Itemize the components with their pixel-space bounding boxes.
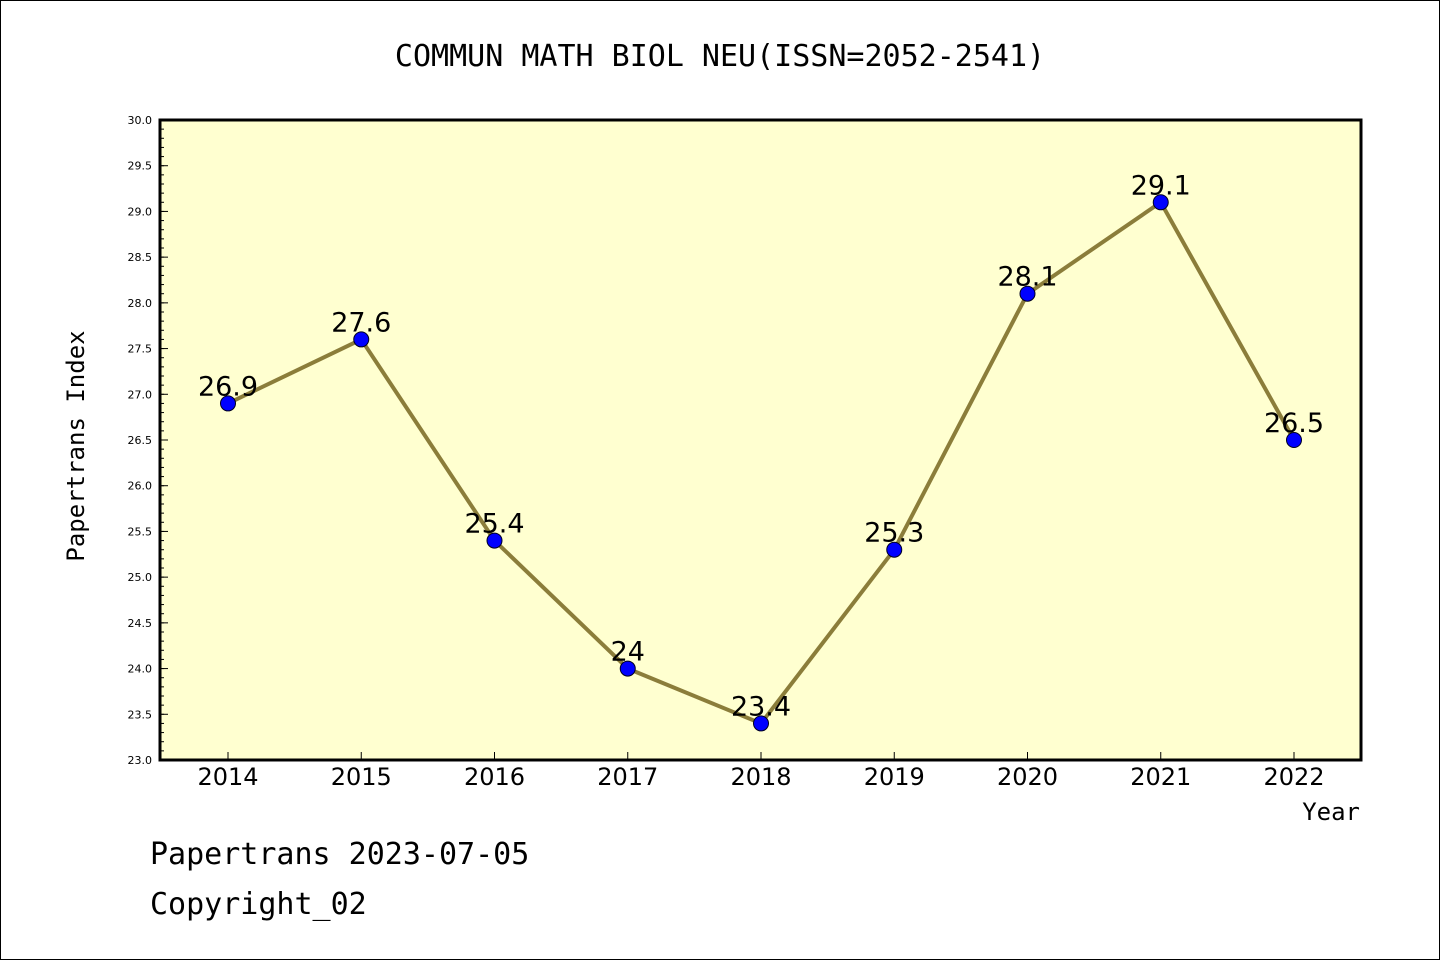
data-point [619,660,636,677]
y-tick-label: 23.0 [128,754,153,767]
x-tick-label: 2021 [1130,763,1191,791]
data-label: 29.1 [1131,170,1191,201]
y-tick-label: 23.5 [128,708,153,721]
data-point [1152,194,1169,211]
x-tick-label: 2014 [197,763,258,791]
footer-date: Papertrans 2023-07-05 [150,837,529,872]
y-tick-label: 25.0 [128,571,153,584]
y-tick-label: 25.5 [128,525,153,538]
data-point [220,395,236,412]
y-tick-label: 29.5 [128,160,153,173]
y-tick-label: 26.5 [128,434,153,447]
data-label: 23.4 [731,691,791,722]
y-tick-label: 29.0 [128,205,153,218]
y-tick-label: 24.5 [128,617,153,630]
x-tick-label: 2019 [864,763,925,791]
x-tick-label: 2020 [997,763,1058,791]
data-point [886,541,903,558]
y-tick-label: 30.0 [128,114,153,127]
data-point [1286,432,1302,448]
y-tick-label: 27.0 [128,388,153,401]
x-tick-label: 2018 [730,763,791,791]
data-label: 25.3 [864,518,924,549]
plot-area [158,118,1363,762]
y-axis: 23.0 23.5 24.0 24.5 25.0 25.5 26.0 26.5 27.0 27.5… [128,114,168,767]
y-axis-label: Papertrans Index [62,330,90,561]
data-point [353,331,370,348]
series-layer: 26.9 27.6 25.4 24 23.4 25.3 28.1 29.1 26.5 [198,170,1324,732]
x-tick-label: 2015 [331,763,392,791]
x-tick-label: 2016 [464,763,525,791]
data-point [486,532,503,549]
data-label: 28.1 [997,262,1057,293]
data-label: 26.5 [1264,408,1324,439]
chart-title: COMMUN MATH BIOL NEU(ISSN=2052-2541) [395,39,1045,74]
y-tick-label: 28.5 [128,251,153,264]
x-tick-label: 2022 [1263,763,1324,791]
y-tick-label: 26.0 [128,480,153,493]
x-axis: 2014 2015 2016 2017 2018 2019 2020 2021 2022 [197,752,1325,791]
data-label: 27.6 [331,307,391,338]
y-tick-label: 28.0 [128,297,153,310]
x-tick-label: 2017 [597,763,658,791]
y-tick-label: 27.5 [128,343,153,356]
footer-copyright: Copyright_02 [150,887,367,922]
data-label: 25.4 [464,509,524,540]
data-label: 24 [611,637,645,668]
data-point [753,715,769,732]
data-label: 26.9 [198,371,258,402]
data-point [1019,285,1036,302]
x-axis-label: Year [1302,798,1360,826]
y-tick-label: 24.0 [128,663,153,676]
